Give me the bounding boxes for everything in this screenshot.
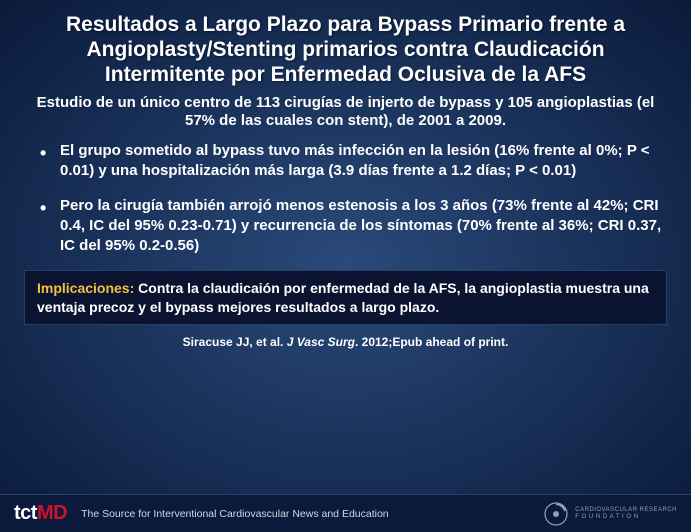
citation-authors: Siracuse JJ, et al. <box>183 335 287 349</box>
citation: Siracuse JJ, et al. J Vasc Surg. 2012;Ep… <box>28 335 663 350</box>
bullet-item: Pero la cirugía también arrojó menos est… <box>36 196 663 257</box>
implications-box: Implicaciones: Contra la claudicaión por… <box>24 270 667 324</box>
implications-label: Implicaciones: <box>37 280 134 296</box>
crf-text: CARDIOVASCULAR RESEARCH F O U N D A T I … <box>575 507 677 520</box>
crf-logo: CARDIOVASCULAR RESEARCH F O U N D A T I … <box>543 501 677 527</box>
citation-journal: J Vasc Surg <box>287 335 355 349</box>
footer-tagline: The Source for Interventional Cardiovasc… <box>81 508 389 520</box>
bullet-item: El grupo sometido al bypass tuvo más inf… <box>36 141 663 182</box>
footer-bar: tctMD The Source for Interventional Card… <box>0 494 691 532</box>
tctmd-logo: tctMD <box>14 502 67 525</box>
logo-md-part: MD <box>37 502 67 524</box>
crf-icon <box>543 501 569 527</box>
crf-line2: F O U N D A T I O N <box>575 514 677 521</box>
bullet-list: El grupo sometido al bypass tuvo más inf… <box>28 141 663 256</box>
study-description: Estudio de un único centro de 113 cirugí… <box>28 94 663 132</box>
citation-rest: . 2012;Epub ahead of print. <box>355 335 508 349</box>
logo-tct-part: tct <box>14 502 37 524</box>
slide-title: Resultados a Largo Plazo para Bypass Pri… <box>28 12 663 88</box>
crf-line1: CARDIOVASCULAR RESEARCH <box>575 507 677 514</box>
slide-content: Resultados a Largo Plazo para Bypass Pri… <box>0 0 691 350</box>
